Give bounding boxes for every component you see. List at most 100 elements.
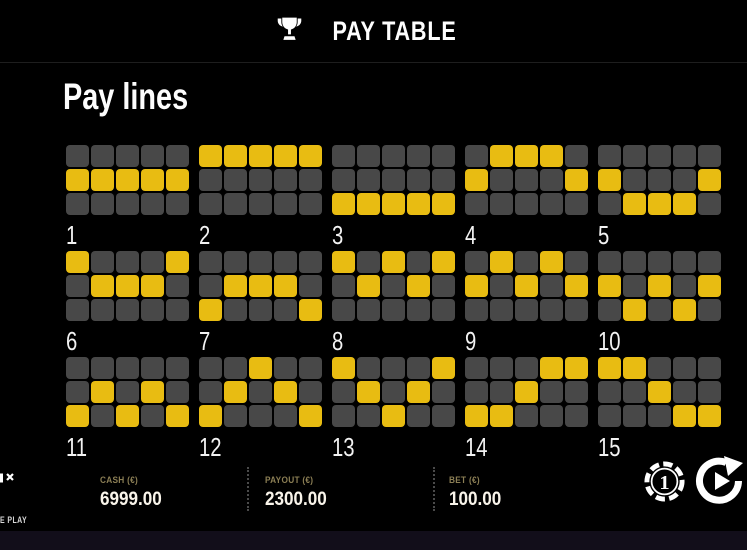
payline-cell bbox=[540, 275, 563, 297]
payline-cell-active bbox=[332, 357, 355, 379]
payline-cell-active bbox=[224, 381, 247, 403]
bet-chip-button[interactable]: 1 bbox=[643, 460, 686, 503]
payline-cell bbox=[199, 357, 222, 379]
payline-cell bbox=[598, 251, 621, 273]
payline-cell bbox=[141, 357, 164, 379]
payline-cell-active bbox=[199, 405, 222, 427]
payline-cell bbox=[565, 299, 588, 321]
payline-cell bbox=[598, 405, 621, 427]
payline-cell-active bbox=[673, 405, 696, 427]
payline-cell bbox=[249, 381, 272, 403]
payline-cell bbox=[199, 169, 222, 191]
payline-cell bbox=[698, 357, 721, 379]
payline-grid bbox=[66, 145, 189, 215]
payline-cell-active bbox=[199, 299, 222, 321]
payline-3: 3 bbox=[332, 145, 455, 248]
payline-cell bbox=[407, 357, 430, 379]
payline-12: 12 bbox=[199, 357, 322, 460]
payline-cell bbox=[540, 381, 563, 403]
payline-grid bbox=[598, 251, 721, 321]
payline-cell bbox=[432, 275, 455, 297]
payline-cell bbox=[91, 251, 114, 273]
payline-cell bbox=[299, 357, 322, 379]
payline-cell bbox=[116, 357, 139, 379]
payline-cell bbox=[141, 405, 164, 427]
payline-cell-active bbox=[116, 275, 139, 297]
payline-grid bbox=[465, 145, 588, 215]
payline-cell bbox=[274, 169, 297, 191]
payline-number-label: 1 bbox=[66, 222, 189, 248]
payline-cell bbox=[357, 251, 380, 273]
bet-label: BET (€) bbox=[449, 475, 480, 485]
payline-cell bbox=[465, 145, 488, 167]
mute-icon[interactable] bbox=[0, 467, 16, 494]
payline-cell bbox=[673, 169, 696, 191]
trophy-icon bbox=[275, 14, 304, 48]
payline-number-label: 11 bbox=[66, 434, 189, 460]
payline-cell bbox=[166, 357, 189, 379]
payline-number: 6 bbox=[66, 326, 78, 356]
payline-cell bbox=[490, 193, 513, 215]
payline-cell bbox=[465, 299, 488, 321]
payline-cell bbox=[166, 145, 189, 167]
payline-number: 8 bbox=[332, 326, 344, 356]
payline-grid bbox=[332, 145, 455, 215]
payline-cell bbox=[490, 299, 513, 321]
payline-cell bbox=[432, 299, 455, 321]
payline-cell bbox=[274, 405, 297, 427]
payline-cell-active bbox=[432, 251, 455, 273]
bet-display: BET (€) 100.00 bbox=[449, 471, 507, 510]
spin-button[interactable] bbox=[695, 456, 745, 506]
payline-cell bbox=[166, 193, 189, 215]
payline-cell bbox=[299, 169, 322, 191]
payline-cell bbox=[673, 357, 696, 379]
payline-10: 10 bbox=[598, 251, 721, 354]
bet-value: 100.00 bbox=[449, 489, 502, 510]
payline-number-label: 14 bbox=[465, 434, 588, 460]
payline-number-label: 7 bbox=[199, 328, 322, 354]
payline-cell-active bbox=[332, 251, 355, 273]
payline-grid bbox=[598, 357, 721, 427]
payline-number-label: 6 bbox=[66, 328, 189, 354]
payline-cell bbox=[623, 251, 646, 273]
payline-cell bbox=[648, 357, 671, 379]
payline-cell-active bbox=[274, 145, 297, 167]
payline-cell-active bbox=[224, 145, 247, 167]
payline-number-label: 2 bbox=[199, 222, 322, 248]
payline-number-label: 13 bbox=[332, 434, 455, 460]
payline-cell-active bbox=[407, 275, 430, 297]
payline-cell bbox=[332, 405, 355, 427]
payline-cell bbox=[490, 357, 513, 379]
payline-cell bbox=[623, 405, 646, 427]
divider bbox=[247, 467, 249, 511]
payline-cell bbox=[698, 381, 721, 403]
payline-number: 15 bbox=[598, 432, 621, 462]
payline-number: 2 bbox=[199, 220, 211, 250]
payline-cell bbox=[141, 193, 164, 215]
payline-cell bbox=[116, 381, 139, 403]
payline-cell bbox=[673, 381, 696, 403]
payline-number: 4 bbox=[465, 220, 477, 250]
payline-number: 13 bbox=[332, 432, 355, 462]
payline-number-label: 3 bbox=[332, 222, 455, 248]
payline-cell bbox=[116, 299, 139, 321]
payline-cell-active bbox=[141, 275, 164, 297]
payline-cell bbox=[299, 381, 322, 403]
payline-cell-active bbox=[166, 405, 189, 427]
payline-cell-active bbox=[66, 405, 89, 427]
payline-cell bbox=[116, 251, 139, 273]
payline-cell-active bbox=[623, 193, 646, 215]
payline-6: 6 bbox=[66, 251, 189, 354]
payline-cell bbox=[199, 193, 222, 215]
payline-number-label: 8 bbox=[332, 328, 455, 354]
payline-cell-active bbox=[274, 275, 297, 297]
payline-cell-active bbox=[623, 299, 646, 321]
payline-cell bbox=[224, 251, 247, 273]
payline-grid bbox=[66, 251, 189, 321]
payline-cell bbox=[673, 251, 696, 273]
payline-cell bbox=[407, 299, 430, 321]
payline-cell-active bbox=[91, 275, 114, 297]
payline-cell-active bbox=[490, 405, 513, 427]
payline-cell bbox=[357, 145, 380, 167]
